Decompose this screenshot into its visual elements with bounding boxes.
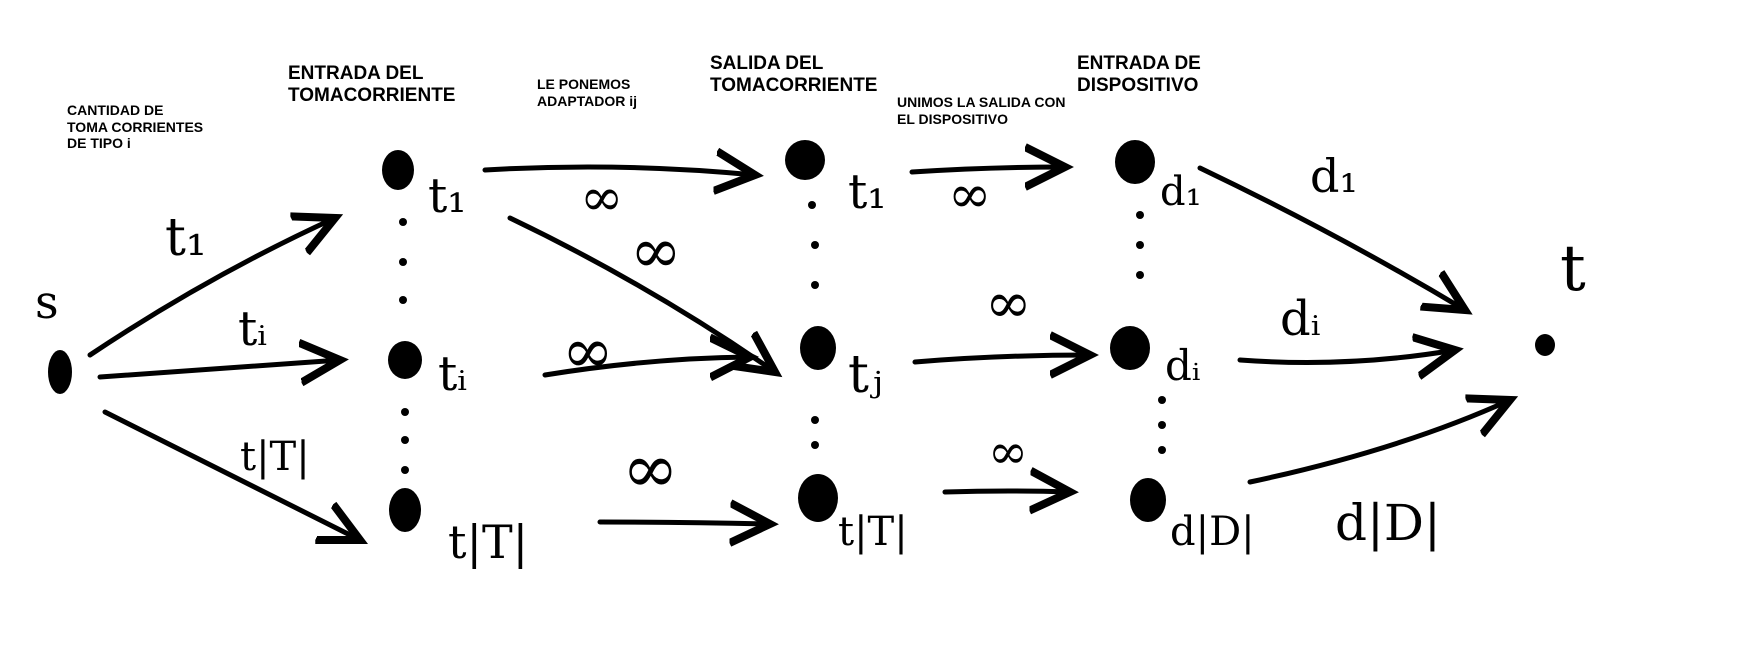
ellipsis-dot	[1158, 421, 1166, 429]
header-join: UNIMOS LA SALIDA CON EL DISPOSITIVO	[897, 94, 1066, 127]
edge-join-T	[942, 491, 1070, 492]
header-line: DISPOSITIVO	[1077, 75, 1199, 97]
edge-s-to-in-1	[87, 218, 335, 358]
header-line: ADAPTADOR ij	[537, 92, 638, 109]
header-line: DE TIPO i	[67, 135, 131, 152]
edge-label-adapter-i-j: ∞	[562, 314, 614, 387]
node-out-j	[800, 326, 836, 370]
ellipsis-dot	[401, 436, 409, 444]
ellipsis-dot	[399, 218, 407, 226]
ellipsis-dot	[399, 296, 407, 304]
edge-label-s-in-T: t|T|	[240, 434, 310, 480]
header-line: ENTRADA DE	[1077, 53, 1201, 74]
header-line: TOMACORRIENTE	[710, 75, 878, 97]
ellipsis-dot	[1136, 271, 1144, 279]
header-line: TOMA CORRIENTES	[67, 118, 204, 135]
edge-s-to-in-i	[97, 360, 340, 377]
label-dev-D: d|D|	[1170, 509, 1255, 555]
edge-label-join-1: ∞	[948, 165, 991, 225]
label-sink: t	[1560, 232, 1586, 306]
label-source: s	[35, 275, 59, 329]
edge-label-join-T: ∞	[988, 424, 1028, 480]
ellipsis-dot	[1158, 396, 1166, 404]
edge-label-adapter-1-j: ∞	[630, 214, 682, 287]
header-source-capacity: CANTIDAD DE TOMA CORRIENTES DE TIPO i	[67, 102, 203, 152]
header-adapter: LE PONEMOS ADAPTADOR ij	[537, 76, 637, 109]
edge-label-adapter-1-1: ∞	[580, 168, 623, 228]
header-line: CANTIDAD DE	[67, 102, 164, 118]
edge-adapter-i-j	[542, 357, 750, 375]
label-out-T: t|T|	[838, 509, 908, 555]
node-out-1	[785, 140, 825, 180]
ellipsis-dot	[401, 408, 409, 416]
ellipsis-dot	[399, 258, 407, 266]
ellipsis-dot	[811, 441, 819, 449]
ellipsis-dot	[811, 281, 819, 289]
edge-s-to-in-T	[102, 409, 360, 540]
header-line: LE PONEMOS	[537, 76, 631, 92]
node-dev-D	[1130, 478, 1166, 522]
label-in-1: t₁	[428, 168, 467, 224]
edge-label-dev-D: d|D|	[1335, 494, 1441, 552]
ellipsis-dot	[1158, 446, 1166, 454]
ellipsis-dot	[401, 466, 409, 474]
label-out-1: t₁	[848, 164, 887, 220]
edge-dev-i-to-t	[1237, 350, 1455, 362]
edge-join-j	[912, 355, 1090, 362]
header-line: ENTRADA DEL	[288, 63, 424, 84]
header-line: UNIMOS LA SALIDA CON	[897, 94, 1066, 110]
edge-adapter-1-1	[482, 167, 755, 175]
header-device-input: ENTRADA DE DISPOSITIVO	[1077, 53, 1201, 98]
edge-label-s-in-i: tᵢ	[238, 301, 267, 357]
node-in-T	[389, 488, 421, 532]
label-dev-i: dᵢ	[1165, 341, 1200, 390]
header-socket-input: ENTRADA DEL TOMACORRIENTE	[288, 63, 455, 108]
edge-label-join-j: ∞	[985, 271, 1032, 336]
node-in-1	[382, 150, 414, 190]
label-out-j: tⱼ	[848, 345, 883, 405]
ellipsis-dot	[811, 416, 819, 424]
ellipsis-dot	[1136, 211, 1144, 219]
header-line: SALIDA DEL	[710, 53, 824, 74]
node-in-i	[388, 341, 422, 379]
node-sink	[1535, 334, 1555, 356]
edge-join-1	[909, 167, 1065, 172]
node-source	[48, 350, 72, 394]
label-in-i: tᵢ	[438, 346, 467, 402]
edge-label-dev-1: d₁	[1310, 149, 1358, 203]
edge-label-s-in-1: t₁	[165, 208, 207, 268]
ellipsis-dot	[1136, 241, 1144, 249]
node-out-T	[798, 474, 838, 522]
ellipsis-dot	[811, 241, 819, 249]
label-in-T: t|T|	[448, 515, 528, 569]
header-socket-output: SALIDA DEL TOMACORRIENTE	[710, 53, 877, 98]
node-dev-1	[1115, 140, 1155, 184]
header-line: TOMACORRIENTE	[288, 85, 456, 107]
node-dev-i	[1110, 326, 1150, 370]
header-line: EL DISPOSITIVO	[897, 110, 1008, 127]
edge-dev-1-to-t	[1197, 165, 1465, 310]
edge-dev-D-to-t	[1247, 400, 1510, 485]
edge-adapter-T-T	[597, 522, 770, 524]
label-dev-1: d₁	[1160, 169, 1202, 215]
edge-label-dev-i: dᵢ	[1280, 291, 1320, 347]
edge-label-adapter-T-T: ∞	[622, 430, 679, 509]
ellipsis-dot	[808, 201, 816, 209]
